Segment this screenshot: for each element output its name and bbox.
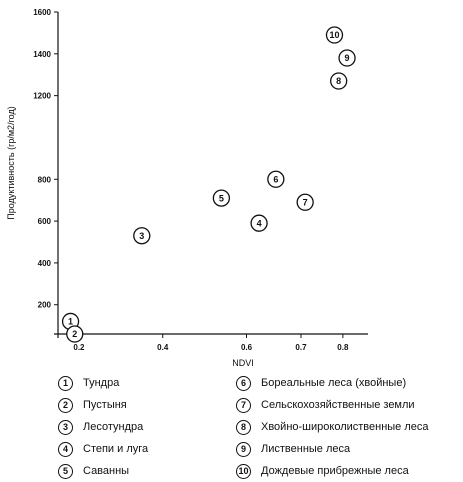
legend-label: Лесотундра: [83, 421, 144, 433]
x-axis-label: NDVI: [232, 358, 254, 368]
legend-item: 3 Лесотундра: [58, 416, 148, 438]
data-point-marker: [66, 325, 84, 343]
data-point-label: 8: [336, 76, 341, 86]
legend-label: Саванны: [83, 465, 130, 477]
legend-item: 4 Степи и луга: [58, 438, 148, 460]
legend-label: Пустыня: [83, 399, 127, 411]
legend-item: 7 Сельскохозяйственные земли: [236, 394, 429, 416]
data-point-4: 4: [250, 214, 268, 232]
data-point-9: 9: [338, 49, 356, 67]
data-point-label: 2: [72, 329, 77, 339]
legend-label: Степи и луга: [83, 443, 149, 455]
legend-column-right: 6 Бореальные леса (хвойные) 7 Сельскохозяй…: [236, 372, 429, 482]
data-point-6: 6: [267, 170, 285, 188]
legend-item: 8 Хвойно-широколиственные леса: [236, 416, 429, 438]
legend-badge: 5: [58, 463, 73, 479]
legend-item: 2 Пустыня: [58, 394, 148, 416]
legend-column-left: 1 Тундра 2 Пустыня 3 Лесотундра 4 Степи и лу…: [58, 372, 148, 482]
y-tick-label: 400: [38, 259, 52, 268]
legend-label: Хвойно-широколиственные леса: [261, 421, 429, 433]
axes: 200 400 600 800 1200 1400 1600 0.2 0.4 0.6 0.7 0.8: [33, 8, 368, 352]
data-point-marker: [325, 26, 344, 44]
data-point-3: 3: [133, 227, 151, 245]
data-point-marker: [296, 193, 314, 211]
x-tick-label: 0.2: [73, 343, 85, 352]
legend-badge: 1: [58, 375, 73, 391]
legend-item: 6 Бореальные леса (хвойные): [236, 372, 429, 394]
y-tick-label: 1400: [33, 50, 51, 59]
data-point-label: 3: [139, 231, 144, 241]
legend-label: Сельскохозяйственные земли: [261, 399, 415, 411]
y-axis-label: Продуктивность (гр/м2/год): [6, 106, 16, 219]
data-point-label: 4: [257, 218, 262, 228]
data-points: 1 2 3 4 5 6 7 8 9 10: [61, 26, 356, 343]
data-point-marker: [133, 227, 151, 245]
data-point-marker: [267, 170, 285, 188]
data-point-marker: [330, 72, 348, 90]
y-tick-label: 1600: [33, 8, 51, 17]
x-tick-label: 0.4: [157, 343, 169, 352]
legend-label: Тундра: [83, 377, 120, 389]
legend-badge: 9: [236, 441, 251, 457]
data-point-7: 7: [296, 193, 314, 211]
y-tick-label: 600: [38, 217, 52, 226]
data-point-marker: [212, 189, 231, 207]
y-tick-label: 200: [38, 301, 52, 310]
data-point-8: 8: [330, 72, 348, 90]
data-point-label: 6: [273, 174, 278, 184]
legend-item: 5 Саванны: [58, 460, 148, 482]
legend-badge: 6: [236, 375, 251, 391]
x-tick-label: 0.7: [295, 343, 307, 352]
x-tick-label: 0.6: [241, 343, 253, 352]
legend-item: 1 Тундра: [58, 372, 148, 394]
legend-label: Бореальные леса (хвойные): [261, 377, 407, 389]
legend-badge: 8: [236, 419, 251, 435]
legend-label: Дождевые прибрежные леса: [261, 465, 409, 477]
legend-badge: 7: [236, 397, 251, 413]
y-tick-label: 800: [38, 175, 52, 184]
legend-badge: 3: [58, 419, 73, 435]
x-tick-label: 0.8: [337, 343, 349, 352]
data-point-10: 10: [325, 26, 344, 44]
y-tick-label: 1200: [33, 92, 51, 101]
data-point-label: 10: [329, 30, 339, 40]
data-point-label: 9: [345, 53, 350, 63]
data-point-5: 5: [212, 189, 231, 207]
data-point-marker: [338, 49, 356, 67]
legend-item: 9 Лиственные леса: [236, 438, 429, 460]
data-point-label: 1: [68, 317, 73, 327]
legend-badge: 2: [58, 397, 73, 413]
data-point-label: 7: [303, 197, 308, 207]
legend-badge: 4: [58, 441, 73, 457]
legend-badge: 10: [236, 463, 251, 479]
data-point-marker: [250, 214, 268, 232]
legend-label: Лиственные леса: [261, 443, 351, 455]
data-point-2: 2: [66, 325, 84, 343]
data-point-label: 5: [219, 193, 224, 203]
legend-item: 10 Дождевые прибрежные леса: [236, 460, 429, 482]
